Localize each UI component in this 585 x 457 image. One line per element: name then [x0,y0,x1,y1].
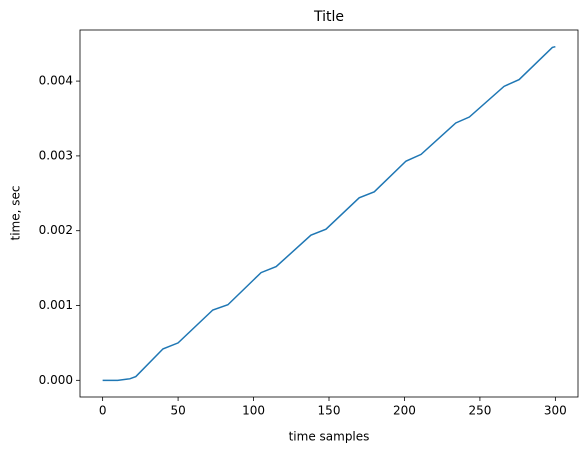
chart-title: Title [313,9,344,25]
x-tick-label: 100 [242,404,265,418]
y-tick-label: 0.003 [39,148,73,162]
x-axis-label: time samples [289,430,370,444]
x-tick-label: 250 [468,404,491,418]
x-tick-label: 50 [170,404,185,418]
x-tick-label: 0 [99,404,107,418]
y-tick-label: 0.002 [39,223,73,237]
line [102,45,556,382]
y-tick-label: 0.000 [39,373,73,387]
x-tick-label: 150 [318,404,341,418]
x-tick-label: 300 [544,404,567,418]
y-tick-label: 0.004 [39,74,73,88]
y-tick-label: 0.001 [39,298,73,312]
x-tick-label: 200 [393,404,416,418]
y-axis-label: time, sec [9,186,23,241]
axes-frame [79,29,579,398]
